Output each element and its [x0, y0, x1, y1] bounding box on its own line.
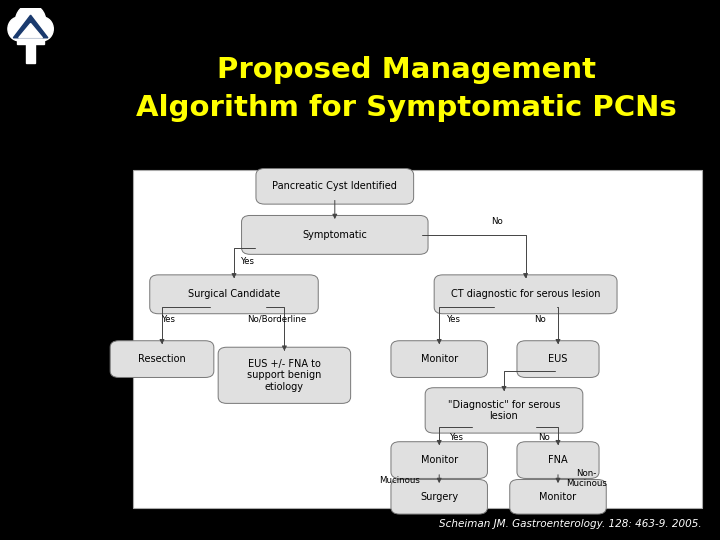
Text: Yes: Yes	[162, 315, 176, 323]
Text: No: No	[538, 433, 549, 442]
FancyBboxPatch shape	[517, 442, 599, 478]
FancyBboxPatch shape	[242, 215, 428, 254]
FancyBboxPatch shape	[391, 442, 487, 478]
Polygon shape	[19, 24, 42, 38]
FancyBboxPatch shape	[391, 480, 487, 514]
Text: Non-
Mucinous: Non- Mucinous	[567, 469, 607, 488]
Text: EUS: EUS	[549, 354, 567, 364]
Text: CT diagnostic for serous lesion: CT diagnostic for serous lesion	[451, 289, 600, 299]
Text: Monitor: Monitor	[420, 455, 458, 465]
FancyBboxPatch shape	[434, 275, 617, 314]
Text: Yes: Yes	[450, 433, 464, 442]
Text: Resection: Resection	[138, 354, 186, 364]
Circle shape	[8, 17, 30, 40]
FancyBboxPatch shape	[150, 275, 318, 314]
Circle shape	[32, 17, 53, 40]
FancyBboxPatch shape	[425, 388, 582, 433]
FancyBboxPatch shape	[510, 480, 606, 514]
Text: Symptomatic: Symptomatic	[302, 230, 367, 240]
Text: Surgery: Surgery	[420, 492, 458, 502]
FancyBboxPatch shape	[391, 341, 487, 377]
Bar	[27, 42, 35, 63]
Text: Mucinous: Mucinous	[379, 476, 420, 484]
Text: Yes: Yes	[446, 315, 461, 323]
Text: No/Borderline: No/Borderline	[248, 315, 307, 323]
Text: EUS +/- FNA to
support benign
etiology: EUS +/- FNA to support benign etiology	[247, 359, 322, 392]
FancyBboxPatch shape	[218, 347, 351, 403]
Text: Monitor: Monitor	[420, 354, 458, 364]
FancyBboxPatch shape	[517, 341, 599, 377]
Bar	[17, 21, 44, 44]
Text: Proposed Management: Proposed Management	[217, 56, 596, 84]
FancyBboxPatch shape	[110, 341, 214, 377]
Text: Yes: Yes	[241, 257, 256, 266]
Text: Pancreatic Cyst Identified: Pancreatic Cyst Identified	[272, 181, 397, 191]
Text: FNA: FNA	[548, 455, 568, 465]
Text: No: No	[534, 315, 546, 323]
Circle shape	[16, 4, 46, 38]
Text: Algorithm for Symptomatic PCNs: Algorithm for Symptomatic PCNs	[136, 94, 678, 122]
Text: Scheiman JM. Gastroenterology. 128: 463-9. 2005.: Scheiman JM. Gastroenterology. 128: 463-…	[439, 519, 702, 529]
FancyBboxPatch shape	[133, 170, 702, 508]
Text: Surgical Candidate: Surgical Candidate	[188, 289, 280, 299]
Text: Monitor: Monitor	[539, 492, 577, 502]
Text: "Diagnostic" for serous
lesion: "Diagnostic" for serous lesion	[448, 400, 560, 421]
FancyBboxPatch shape	[256, 168, 413, 204]
Polygon shape	[13, 15, 48, 38]
Text: No: No	[491, 217, 503, 226]
